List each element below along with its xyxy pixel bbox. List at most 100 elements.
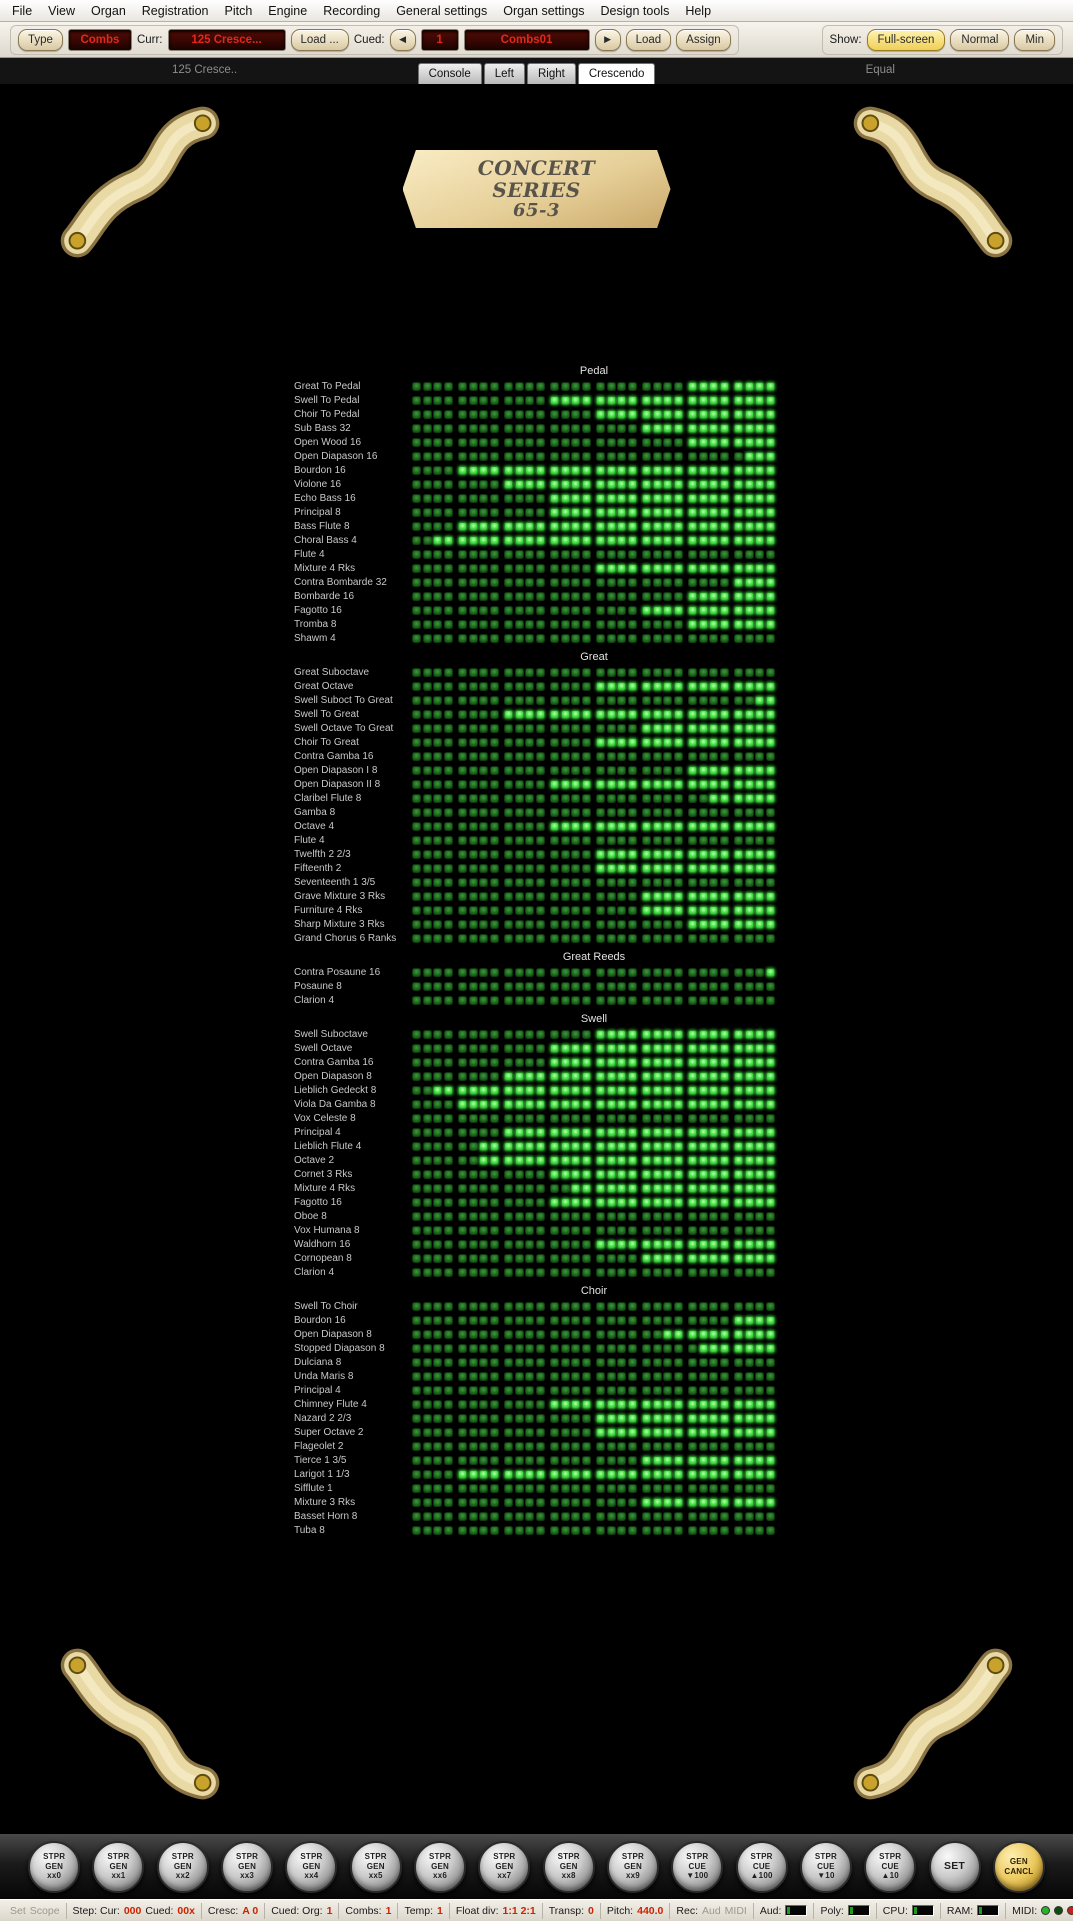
crescendo-cell[interactable] — [652, 1169, 662, 1179]
crescendo-cell[interactable] — [734, 821, 743, 831]
crescendo-cell[interactable] — [468, 633, 478, 643]
crescendo-cell[interactable] — [709, 793, 718, 803]
crescendo-cell[interactable] — [709, 1029, 718, 1039]
crescendo-cell[interactable] — [698, 1441, 708, 1451]
crescendo-cell[interactable] — [560, 667, 570, 677]
crescendo-cell[interactable] — [617, 451, 626, 461]
crescendo-cell[interactable] — [698, 1239, 708, 1249]
crescendo-cell[interactable] — [412, 821, 421, 831]
crescendo-cell[interactable] — [504, 1141, 513, 1151]
crescendo-cell[interactable] — [468, 1239, 478, 1249]
crescendo-cell[interactable] — [734, 849, 743, 859]
crescendo-cell[interactable] — [627, 1343, 637, 1353]
crescendo-cell[interactable] — [663, 451, 672, 461]
crescendo-cell[interactable] — [709, 821, 718, 831]
crescendo-cell[interactable] — [673, 807, 683, 817]
crescendo-cell[interactable] — [734, 1371, 743, 1381]
crescendo-cell[interactable] — [688, 1211, 697, 1221]
crescendo-cell[interactable] — [489, 1057, 499, 1067]
crescendo-cell[interactable] — [489, 1315, 499, 1325]
crescendo-cell[interactable] — [535, 1399, 545, 1409]
crescendo-cell[interactable] — [698, 1183, 708, 1193]
crescendo-cell[interactable] — [433, 633, 442, 643]
crescendo-cell[interactable] — [606, 919, 616, 929]
crescendo-cell[interactable] — [673, 1469, 683, 1479]
crescendo-cell[interactable] — [504, 751, 513, 761]
crescendo-cell[interactable] — [514, 835, 524, 845]
type-button[interactable]: Type — [18, 28, 63, 51]
crescendo-cell[interactable] — [468, 1057, 478, 1067]
crescendo-cell[interactable] — [535, 591, 545, 601]
crescendo-cell[interactable] — [504, 1169, 513, 1179]
crescendo-cell[interactable] — [744, 1301, 754, 1311]
crescendo-cell[interactable] — [688, 995, 697, 1005]
crescendo-cell[interactable] — [698, 1197, 708, 1207]
crescendo-cell[interactable] — [642, 1525, 651, 1535]
crescendo-cell[interactable] — [744, 549, 754, 559]
crescendo-cell[interactable] — [663, 1267, 672, 1277]
crescendo-cell[interactable] — [468, 877, 478, 887]
crescendo-cell[interactable] — [504, 919, 513, 929]
crescendo-cell[interactable] — [765, 521, 775, 531]
crescendo-cell[interactable] — [458, 1441, 467, 1451]
crescendo-cell[interactable] — [755, 535, 764, 545]
crescendo-cell[interactable] — [673, 793, 683, 803]
crescendo-cell[interactable] — [514, 451, 524, 461]
crescendo-cell[interactable] — [489, 751, 499, 761]
crescendo-cell[interactable] — [652, 1371, 662, 1381]
crescendo-cell[interactable] — [617, 521, 626, 531]
crescendo-cell[interactable] — [504, 835, 513, 845]
crescendo-cell[interactable] — [514, 1155, 524, 1165]
crescendo-cell[interactable] — [688, 591, 697, 601]
crescendo-cell[interactable] — [663, 395, 672, 405]
crescendo-cell[interactable] — [514, 395, 524, 405]
crescendo-cell[interactable] — [755, 591, 764, 601]
crescendo-cell[interactable] — [433, 1525, 442, 1535]
crescendo-cell[interactable] — [422, 465, 432, 475]
crescendo-cell[interactable] — [412, 479, 421, 489]
crescendo-cell[interactable] — [719, 605, 729, 615]
crescendo-cell[interactable] — [627, 967, 637, 977]
crescendo-cell[interactable] — [550, 779, 559, 789]
crescendo-cell[interactable] — [663, 1413, 672, 1423]
crescendo-cell[interactable] — [673, 1141, 683, 1151]
crescendo-cell[interactable] — [571, 507, 580, 517]
crescendo-cell[interactable] — [479, 1455, 488, 1465]
crescendo-cell[interactable] — [719, 751, 729, 761]
crescendo-cell[interactable] — [504, 577, 513, 587]
crescendo-cell[interactable] — [535, 507, 545, 517]
crescendo-cell[interactable] — [433, 1371, 442, 1381]
crescendo-cell[interactable] — [468, 1455, 478, 1465]
crescendo-cell[interactable] — [514, 465, 524, 475]
crescendo-cell[interactable] — [581, 1141, 591, 1151]
crescendo-cell[interactable] — [422, 849, 432, 859]
crescendo-cell[interactable] — [571, 807, 580, 817]
crescendo-cell[interactable] — [755, 395, 764, 405]
crescendo-cell[interactable] — [719, 1469, 729, 1479]
crescendo-cell[interactable] — [663, 967, 672, 977]
crescendo-cell[interactable] — [606, 493, 616, 503]
crescendo-cell[interactable] — [433, 905, 442, 915]
crescendo-cell[interactable] — [525, 535, 534, 545]
crescendo-cell[interactable] — [468, 1197, 478, 1207]
crescendo-cell[interactable] — [688, 1071, 697, 1081]
crescendo-cell[interactable] — [744, 821, 754, 831]
crescendo-cell[interactable] — [755, 1371, 764, 1381]
crescendo-cell[interactable] — [617, 1113, 626, 1123]
crescendo-cell[interactable] — [755, 1225, 764, 1235]
crescendo-cell[interactable] — [688, 619, 697, 629]
crescendo-cell[interactable] — [627, 423, 637, 433]
crescendo-cell[interactable] — [525, 633, 534, 643]
crescendo-cell[interactable] — [673, 1511, 683, 1521]
crescendo-cell[interactable] — [596, 591, 605, 601]
crescendo-cell[interactable] — [504, 507, 513, 517]
crescendo-cell[interactable] — [719, 1511, 729, 1521]
crescendo-cell[interactable] — [550, 877, 559, 887]
crescendo-cell[interactable] — [479, 465, 488, 475]
crescendo-cell[interactable] — [458, 563, 467, 573]
crescendo-cell[interactable] — [719, 1427, 729, 1437]
crescendo-cell[interactable] — [479, 1511, 488, 1521]
crescendo-cell[interactable] — [606, 1155, 616, 1165]
crescendo-cell[interactable] — [698, 605, 708, 615]
crescendo-cell[interactable] — [422, 1343, 432, 1353]
